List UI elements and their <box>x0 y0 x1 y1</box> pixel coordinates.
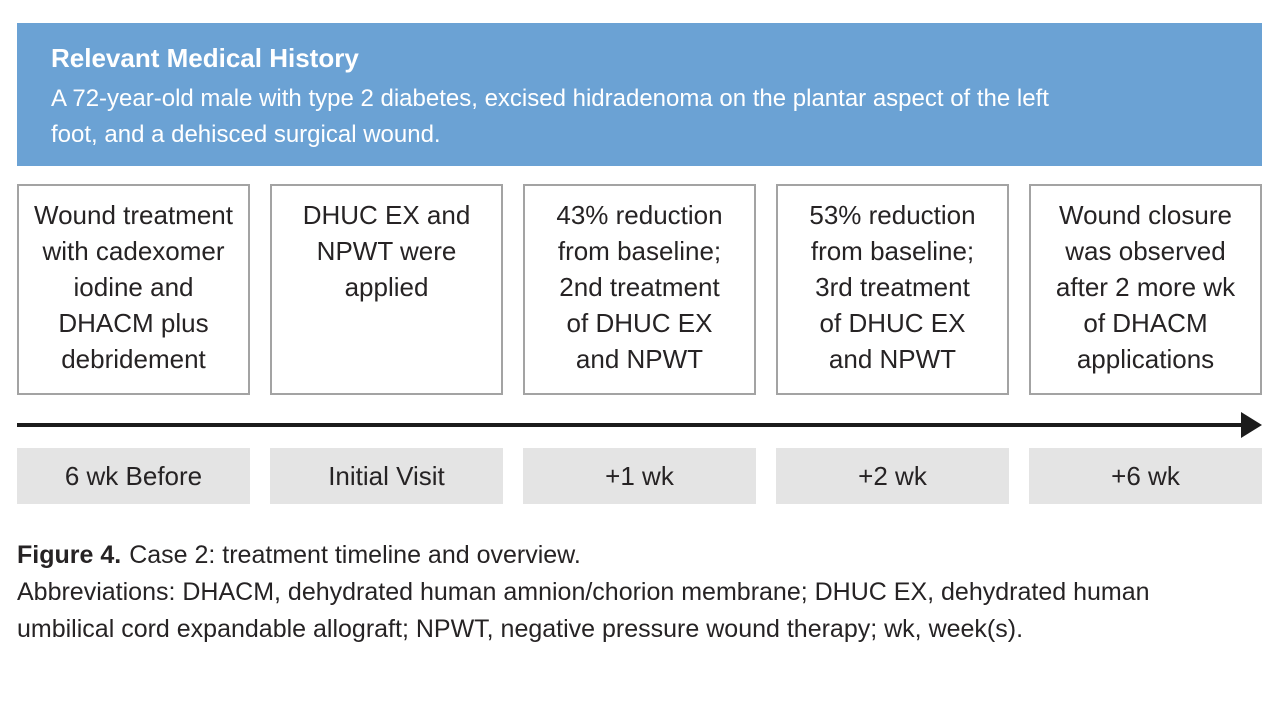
banner-description: A 72-year-old male with type 2 diabetes,… <box>51 85 1049 148</box>
time-label-initial-visit: Initial Visit <box>270 448 503 504</box>
figure-4-treatment-timeline: Relevant Medical History A 72-year-old m… <box>17 23 1262 648</box>
event-card-plus-6wk: Wound closure was observed after 2 more … <box>1029 184 1262 395</box>
event-card-plus-2wk: 53% reduction from baseline; 3rd treatme… <box>776 184 1009 395</box>
event-card-plus-1wk: 43% reduction from baseline; 2nd treatme… <box>523 184 756 395</box>
figure-number-label: Figure 4. <box>17 541 122 569</box>
event-description: 53% reduction from baseline; 3rd treatme… <box>809 200 976 374</box>
banner-title: Relevant Medical History <box>51 43 359 73</box>
event-description: Wound treatment with cadexomer iodine an… <box>34 200 233 374</box>
arrowhead-right-icon <box>1241 412 1262 438</box>
event-card-initial-visit: DHUC EX and NPWT were applied <box>270 184 503 395</box>
medical-history-banner: Relevant Medical History A 72-year-old m… <box>17 23 1262 166</box>
event-description: 43% reduction from baseline; 2nd treatme… <box>556 200 723 374</box>
figure-caption: Figure 4. Case 2: treatment timeline and … <box>17 537 1262 648</box>
time-label-plus-2wk: +2 wk <box>776 448 1009 504</box>
timeline-labels-row: 6 wk Before Initial Visit +1 wk +2 wk +6… <box>17 448 1262 504</box>
time-label-plus-6wk: +6 wk <box>1029 448 1262 504</box>
event-description: DHUC EX and NPWT were applied <box>302 200 471 302</box>
time-label-plus-1wk: +1 wk <box>523 448 756 504</box>
timeline-arrow-line <box>17 423 1246 427</box>
time-label-6wk-before: 6 wk Before <box>17 448 250 504</box>
figure-caption-text: Case 2: treatment timeline and overview. <box>129 541 581 569</box>
figure-caption-abbreviations: Abbreviations: DHACM, dehydrated human a… <box>17 578 1150 643</box>
timeline-arrow <box>17 412 1262 438</box>
timeline-events-row: Wound treatment with cadexomer iodine an… <box>17 184 1262 395</box>
event-card-6wk-before: Wound treatment with cadexomer iodine an… <box>17 184 250 395</box>
figure-caption-title: Figure 4. Case 2: treatment timeline and … <box>17 537 1262 574</box>
event-description: Wound closure was observed after 2 more … <box>1055 200 1236 374</box>
